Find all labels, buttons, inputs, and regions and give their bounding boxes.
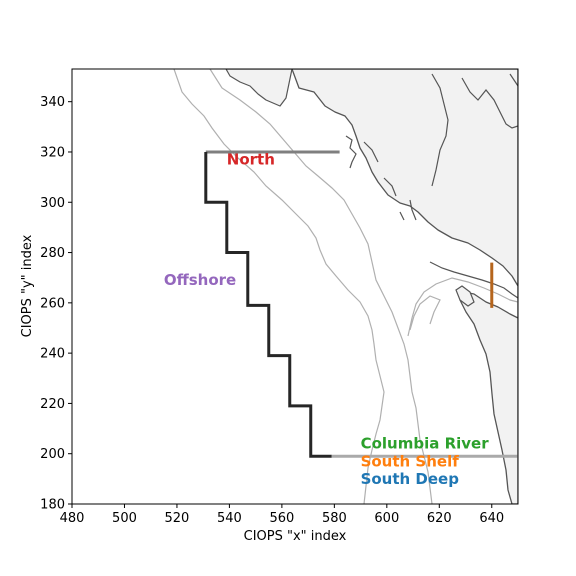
y-axis-label: CIOPS "y" index xyxy=(20,234,35,337)
coast-fjord-2 xyxy=(431,73,518,187)
y-tick-label: 280 xyxy=(40,246,65,261)
contour-shelf-break xyxy=(209,69,433,504)
y-axis-ticks: 180 200 220 240 260 280 300 320 340 xyxy=(40,95,72,513)
x-tick-label: 620 xyxy=(427,511,452,526)
y-tick-label: 200 xyxy=(40,447,65,462)
x-axis-ticks: 480 500 520 540 560 580 600 620 640 xyxy=(60,504,504,526)
land-mass xyxy=(291,69,518,504)
y-tick-label: 320 xyxy=(40,145,65,160)
contour-inlet xyxy=(407,277,518,337)
x-tick-label: 600 xyxy=(374,511,399,526)
northern-coast xyxy=(225,69,293,107)
plot-frame xyxy=(71,68,519,505)
region-label-offshore: Offshore xyxy=(164,271,236,289)
y-tick-label: 220 xyxy=(40,397,65,412)
basemap xyxy=(173,69,518,504)
y-tick-label: 240 xyxy=(40,347,65,362)
y-tick-label: 300 xyxy=(40,196,65,211)
x-tick-label: 580 xyxy=(322,511,347,526)
coast-fjord-1 xyxy=(345,135,417,221)
y-tick-label: 340 xyxy=(40,95,65,110)
boundary-offshore xyxy=(204,151,332,458)
y-tick-label: 180 xyxy=(40,498,65,513)
contour-shallow xyxy=(173,69,385,504)
x-tick-label: 540 xyxy=(217,511,242,526)
region-label-columbia-river: Columbia River xyxy=(361,435,490,453)
x-tick-label: 480 xyxy=(60,511,85,526)
x-tick-label: 520 xyxy=(165,511,190,526)
x-tick-label: 560 xyxy=(269,511,294,526)
boundary-layer xyxy=(204,150,518,458)
x-axis-label: CIOPS "x" index xyxy=(244,529,347,544)
y-tick-label: 260 xyxy=(40,296,65,311)
inlet-outline xyxy=(429,261,518,299)
x-tick-label: 500 xyxy=(112,511,137,526)
coast-island xyxy=(455,285,475,307)
x-tick-label: 640 xyxy=(479,511,504,526)
region-label-north: North xyxy=(227,151,275,169)
region-label-south-shelf: South Shelf xyxy=(361,452,460,470)
region-label-south-deep: South Deep xyxy=(361,470,460,488)
